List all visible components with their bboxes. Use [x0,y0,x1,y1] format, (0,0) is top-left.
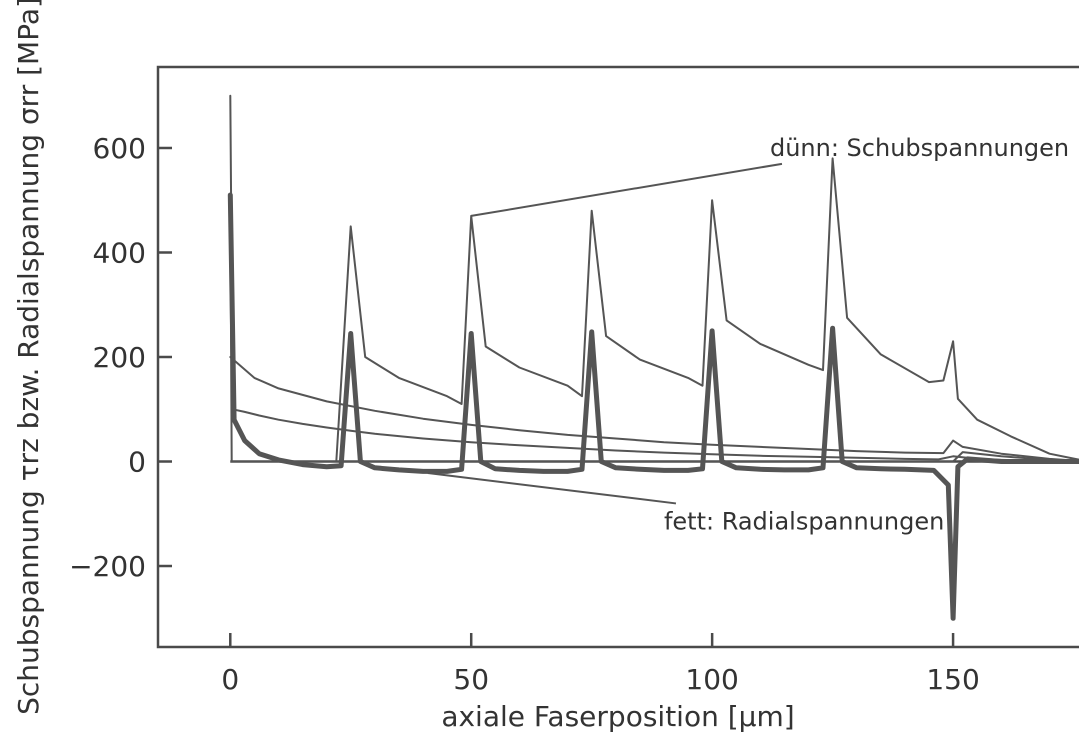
y-tick-label-200: 200 [93,341,146,374]
annotation-label-0: dünn: Schubspannungen [770,134,1069,162]
x-tick-label-150: 150 [926,663,979,696]
y-tick-label-600: 600 [93,132,146,165]
shear-stress-line-1 [229,356,1079,462]
series-group [227,94,1079,621]
x-axis-title: axiale Faserposition [µm] [441,700,794,733]
annotations: dünn: Schubspannungen fett: Radialspannun… [427,134,1069,535]
x-tick-label-0: 0 [221,663,239,696]
y-tick-label-0: 0 [128,446,146,479]
shear-stress-line-2 [229,157,1079,463]
x-tick-label-100: 100 [685,663,738,696]
x-tick-label-50: 50 [453,663,489,696]
annotation-leader-1 [427,472,677,505]
annotation-label-1: fett: Radialspannungen [664,507,944,535]
shear-stress-line-0 [229,94,1079,463]
y-tick-label--200: −200 [69,550,146,583]
radial-stress-line-4 [227,192,1079,621]
y-axis-title: Schubspannung τrz bzw. Radialspannung σr… [12,0,45,715]
shear-stress-line-3 [234,451,1079,463]
y-tick-label-400: 400 [93,236,146,269]
y-axis-ticks: −200 0 200 400 600 [69,132,172,583]
x-axis-ticks: 0 50 100 150 [221,633,980,696]
annotation-leader-0 [471,162,783,217]
